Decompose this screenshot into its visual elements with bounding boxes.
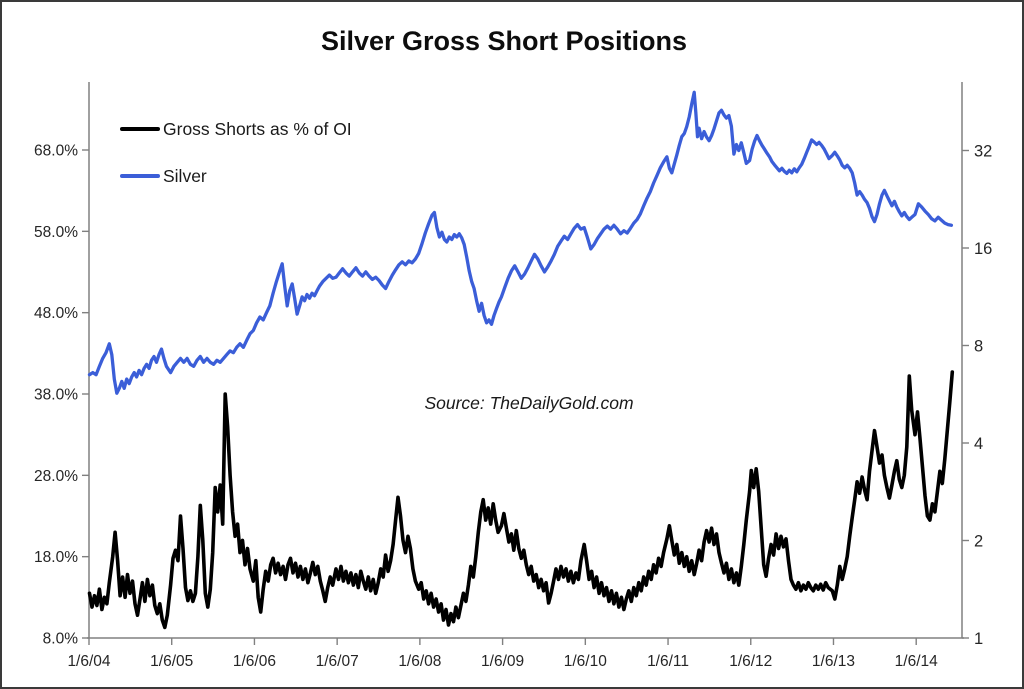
y-right-tick-label: 4 bbox=[974, 435, 983, 453]
y-right-tick-label: 2 bbox=[974, 533, 983, 551]
y-left-tick-label: 58.0% bbox=[34, 224, 78, 241]
y-right-tick-label: 1 bbox=[974, 630, 983, 648]
legend-label-silver: Silver bbox=[163, 165, 207, 186]
x-axis-tick-label: 1/6/12 bbox=[729, 653, 772, 670]
y-right-tick-label: 16 bbox=[974, 240, 992, 258]
x-axis-tick-label: 1/6/07 bbox=[316, 653, 359, 670]
y-left-tick-label: 18.0% bbox=[34, 549, 78, 566]
legend: Gross Shorts as % of OI Silver bbox=[120, 114, 352, 208]
x-axis-tick-label: 1/6/11 bbox=[647, 653, 689, 670]
x-axis-tick-label: 1/6/09 bbox=[481, 653, 524, 670]
x-axis-tick-label: 1/6/10 bbox=[564, 653, 607, 670]
y-left-tick-label: 68.0% bbox=[34, 143, 78, 160]
gross-shorts-line-swatch-icon bbox=[120, 127, 160, 131]
x-axis-tick-label: 1/6/13 bbox=[812, 653, 855, 670]
y-left-tick-label: 28.0% bbox=[34, 468, 78, 485]
y-right-tick-label: 32 bbox=[974, 143, 992, 161]
source-note: Source: TheDailyGold.com bbox=[424, 393, 634, 413]
y-left-tick-label: 48.0% bbox=[34, 305, 78, 322]
chart-title: Silver Gross Short Positions bbox=[320, 26, 688, 56]
gross-shorts-line bbox=[87, 370, 955, 630]
y-left-tick-label: 38.0% bbox=[34, 387, 78, 404]
x-axis-tick-label: 1/6/14 bbox=[895, 653, 938, 670]
x-axis-tick-label: 1/6/04 bbox=[67, 653, 110, 670]
legend-label-gross-shorts: Gross Shorts as % of OI bbox=[163, 118, 352, 139]
silver-line bbox=[87, 90, 954, 395]
x-axis-tick-label: 1/6/08 bbox=[398, 653, 441, 670]
x-axis-tick-label: 1/6/06 bbox=[233, 653, 276, 670]
silver-line-swatch-icon bbox=[120, 174, 160, 178]
y-left-tick-label: 8.0% bbox=[43, 631, 79, 648]
x-axis-tick-label: 1/6/05 bbox=[150, 653, 193, 670]
legend-item-gross-shorts: Gross Shorts as % of OI bbox=[120, 114, 352, 144]
legend-item-silver: Silver bbox=[120, 161, 352, 191]
y-right-tick-label: 8 bbox=[974, 338, 983, 356]
